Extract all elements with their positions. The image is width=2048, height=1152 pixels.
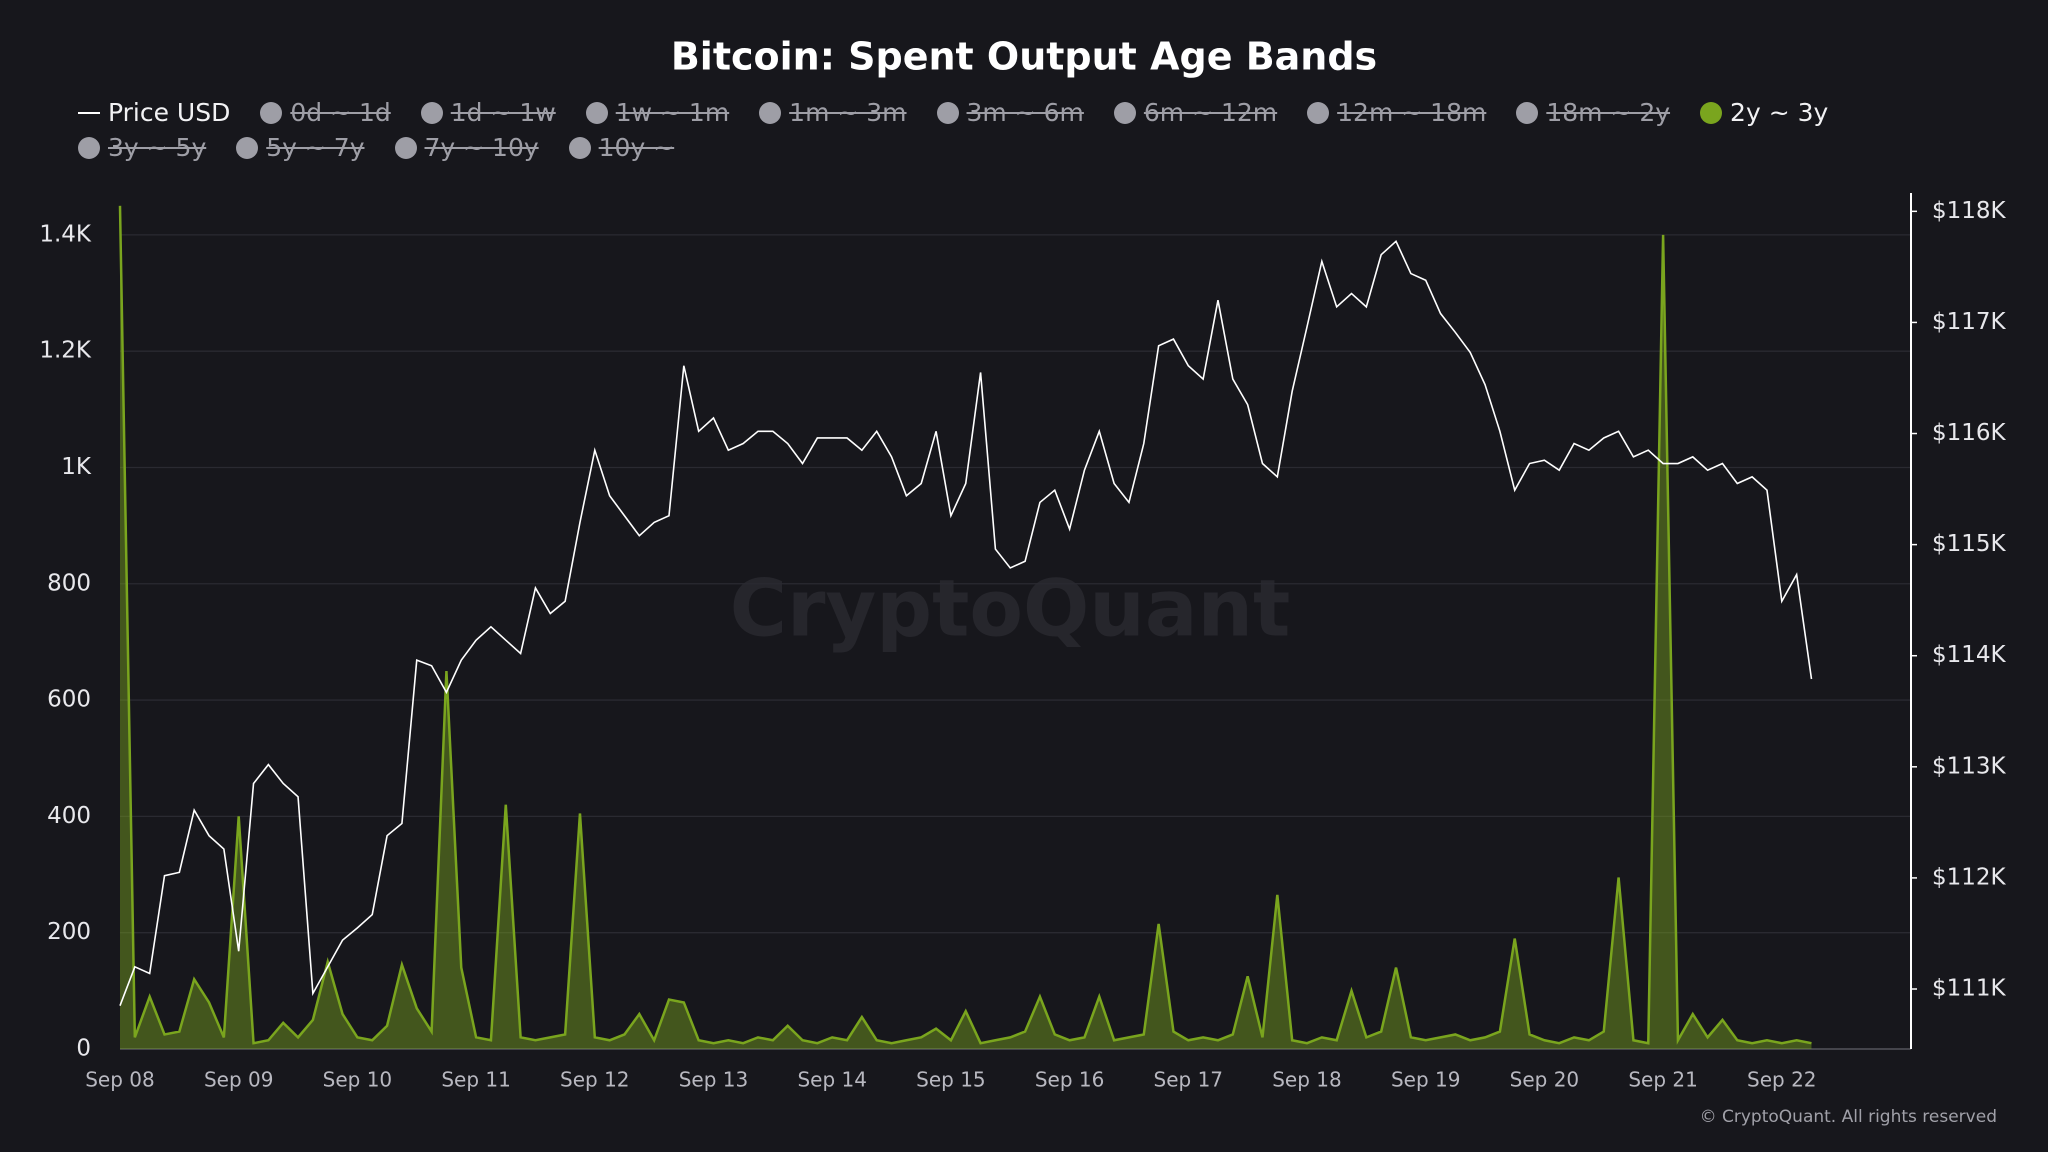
y-tick-label: 400 xyxy=(47,803,91,829)
legend-label: 1d ~ 1w xyxy=(450,98,556,127)
legend-item[interactable]: Price USD xyxy=(78,98,230,127)
legend-swatch xyxy=(260,101,283,124)
y-tick-label: 600 xyxy=(47,687,91,713)
legend-item[interactable]: 3y ~ 5y xyxy=(78,133,206,162)
x-tick-label: Sep 22 xyxy=(1747,1068,1817,1092)
x-tick-label: Sep 18 xyxy=(1272,1068,1342,1092)
legend-label: 10y ~ xyxy=(598,133,675,162)
y2-tick-label: $113K xyxy=(1932,753,2007,779)
legend-swatch xyxy=(236,136,259,159)
y2-tick-label: $111K xyxy=(1932,976,2007,1002)
legend-item[interactable]: 1m ~ 3m xyxy=(759,98,907,127)
legend-label: 1w ~ 1m xyxy=(615,98,730,127)
legend-swatch xyxy=(1516,101,1539,124)
y-tick-label: 1.4K xyxy=(39,221,92,247)
x-tick-label: Sep 20 xyxy=(1510,1068,1580,1092)
area-line xyxy=(118,205,1812,1045)
x-tick-label: Sep 16 xyxy=(1035,1068,1105,1092)
x-tick-label: Sep 15 xyxy=(916,1068,986,1092)
credit: © CryptoQuant. All rights reserved xyxy=(1700,1107,1997,1127)
legend-item[interactable]: 5y ~ 7y xyxy=(236,133,365,162)
x-tick-label: Sep 14 xyxy=(797,1068,867,1092)
y2-tick-label: $115K xyxy=(1932,531,2007,557)
chart-title: Bitcoin: Spent Output Age Bands xyxy=(671,35,1377,79)
y-tick-label: 800 xyxy=(47,570,91,596)
legend-swatch xyxy=(420,101,443,124)
legend-label: 18m ~ 2y xyxy=(1546,98,1671,127)
legend-label: 2y ~ 3y xyxy=(1730,98,1829,127)
x-tick-label: Sep 10 xyxy=(323,1068,393,1092)
legend-swatch xyxy=(759,101,782,124)
x-tick-label: Sep 08 xyxy=(85,1068,155,1092)
legend-label: 1m ~ 3m xyxy=(789,98,907,127)
legend-swatch xyxy=(1700,101,1723,124)
legend-item[interactable]: 12m ~ 18m xyxy=(1307,98,1486,127)
legend-label: 3m ~ 6m xyxy=(966,98,1084,127)
grid xyxy=(120,234,1911,934)
y2-tick-label: $116K xyxy=(1932,420,2007,446)
legend-item[interactable]: 18m ~ 2y xyxy=(1516,98,1670,127)
legend-item[interactable]: 1d ~ 1w xyxy=(420,98,556,127)
y2-tick-label: $118K xyxy=(1932,198,2007,224)
x-tick-label: Sep 21 xyxy=(1628,1068,1698,1092)
x-tick-label: Sep 19 xyxy=(1391,1068,1461,1092)
legend-swatch xyxy=(585,101,608,124)
legend: Price USD 0d ~ 1d 1d ~ 1w 1w ~ 1m 1m ~ 3m 3m … xyxy=(78,98,1978,162)
legend-item[interactable]: 7y ~ 10y xyxy=(394,133,539,162)
x-tick-label: Sep 12 xyxy=(560,1068,630,1092)
legend-label: 12m ~ 18m xyxy=(1337,98,1487,127)
price-line xyxy=(119,240,1813,1006)
legend-label: 5y ~ 7y xyxy=(266,133,365,162)
legend-swatch xyxy=(78,111,100,114)
y2-tick-label: $112K xyxy=(1932,864,2007,890)
y-tick-label: 0 xyxy=(76,1036,91,1062)
legend-swatch xyxy=(1113,101,1136,124)
y2-tick-label: $117K xyxy=(1932,309,2007,335)
y-tick-label: 1.2K xyxy=(39,338,92,364)
x-tick-label: Sep 09 xyxy=(204,1068,274,1092)
watermark: CryptoQuant xyxy=(730,564,1291,654)
y-tick-label: 200 xyxy=(47,919,91,945)
legend-item[interactable]: 2y ~ 3y xyxy=(1700,98,1828,127)
x-tick-label: Sep 13 xyxy=(679,1068,749,1092)
legend-item[interactable]: 6m ~ 12m xyxy=(1113,98,1278,127)
y2-tick-label: $114K xyxy=(1932,642,2007,668)
legend-label: 6m ~ 12m xyxy=(1143,98,1278,127)
legend-item[interactable]: 10y ~ xyxy=(568,133,675,162)
y-tick-label: 1K xyxy=(61,454,92,480)
legend-label: 7y ~ 10y xyxy=(424,133,539,162)
legend-label: 3y ~ 5y xyxy=(108,133,207,162)
legend-swatch xyxy=(394,136,417,159)
x-tick-label: Sep 11 xyxy=(441,1068,511,1092)
legend-swatch xyxy=(78,136,100,159)
legend-label: 0d ~ 1d xyxy=(290,98,391,127)
legend-item[interactable]: 0d ~ 1d xyxy=(260,98,391,127)
x-tick-label: Sep 17 xyxy=(1154,1068,1224,1092)
legend-swatch xyxy=(568,136,591,159)
legend-swatch xyxy=(936,101,959,124)
legend-label: Price USD xyxy=(108,98,231,127)
legend-swatch xyxy=(1307,101,1330,124)
legend-item[interactable]: 1w ~ 1m xyxy=(585,98,730,127)
legend-item[interactable]: 3m ~ 6m xyxy=(936,98,1084,127)
